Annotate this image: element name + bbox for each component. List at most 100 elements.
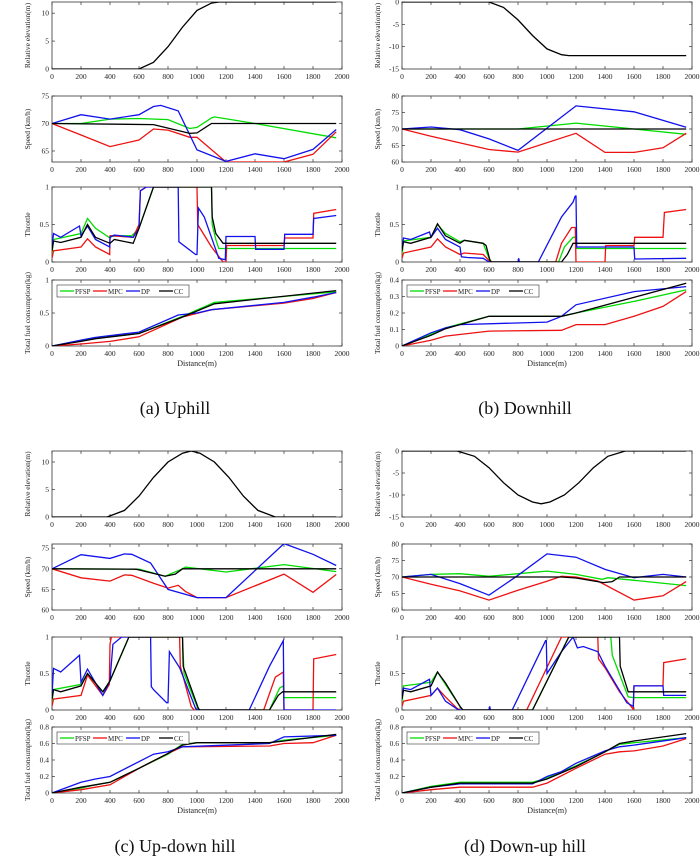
x-tick-label: 1600 (277, 165, 292, 174)
x-tick-label: 200 (425, 613, 437, 622)
x-tick-label: 400 (454, 165, 466, 174)
x-tick-label: 200 (425, 72, 437, 81)
y-tick-label: 0.4 (390, 276, 400, 285)
subplot-fuel: 0 200 400 600 800 1000 1200 1400 1600 1800 2000 0 0.… (373, 272, 700, 368)
x-tick-label: 0 (400, 349, 404, 358)
x-tick-label: 400 (454, 72, 466, 81)
y-tick-label: 0.6 (390, 739, 400, 748)
y-tick-label: 75 (392, 556, 400, 565)
x-tick-label: 1800 (306, 713, 321, 722)
x-tick-label: 600 (483, 349, 495, 358)
x-tick-label: 1400 (248, 165, 263, 174)
x-tick-label: 0 (400, 796, 404, 805)
x-tick-label: 1600 (627, 613, 642, 622)
y-tick-label: 0 (395, 706, 399, 715)
x-tick-label: 600 (483, 520, 495, 529)
x-tick-label: 1000 (190, 520, 205, 529)
x-tick-label: 1000 (190, 713, 205, 722)
x-tick-label: 1800 (306, 520, 321, 529)
x-tick-label: 2000 (335, 520, 350, 529)
x-tick-label: 600 (483, 713, 495, 722)
x-tick-label: 1000 (190, 349, 205, 358)
x-tick-label: 400 (454, 520, 466, 529)
x-tick-label: 200 (75, 520, 87, 529)
x-tick-label: 400 (454, 713, 466, 722)
legend-label-cc: CC (174, 288, 184, 296)
x-tick-label: 400 (104, 613, 116, 622)
y-tick-label: -5 (393, 469, 399, 478)
y-axis-label: Throttle (373, 661, 382, 686)
legend-label-mpc: MPC (108, 735, 123, 743)
y-tick-label: 80 (392, 92, 400, 101)
series-line-elevation (402, 451, 687, 505)
y-tick-label: -5 (393, 20, 399, 29)
y-axis-label: Total fuel consumption(kg) (373, 719, 382, 801)
x-tick-label: 0 (400, 165, 404, 174)
series-line-dp (52, 544, 337, 599)
y-tick-label: 10 (42, 458, 50, 467)
x-tick-label: 400 (454, 265, 466, 274)
x-axis-label: Distance(m) (527, 806, 567, 815)
x-tick-label: 1600 (627, 72, 642, 81)
caption-downhill: (b) Downhill (478, 398, 572, 418)
x-tick-label: 1400 (598, 520, 613, 529)
x-tick-label: 0 (400, 613, 404, 622)
x-tick-label: 2000 (685, 349, 700, 358)
y-axis-label: Speed (km/h) (373, 556, 382, 597)
y-tick-label: 1 (395, 183, 399, 192)
series-line-pfsp (402, 637, 687, 710)
y-tick-label: 0.1 (390, 325, 400, 334)
y-tick-label: 10 (42, 9, 50, 18)
y-tick-label: 0 (45, 342, 49, 351)
x-tick-label: 200 (75, 265, 87, 274)
y-tick-label: 75 (42, 544, 50, 553)
x-tick-label: 1800 (656, 796, 671, 805)
y-tick-label: 0 (45, 706, 49, 715)
y-tick-label: 1 (45, 276, 49, 285)
x-tick-label: 200 (425, 165, 437, 174)
legend-label-cc: CC (174, 735, 184, 743)
y-tick-label: 0.5 (40, 669, 50, 678)
x-tick-label: 200 (425, 349, 437, 358)
x-tick-label: 0 (400, 265, 404, 274)
series-line-mpc (402, 575, 687, 601)
x-tick-label: 200 (425, 265, 437, 274)
x-tick-label: 2000 (685, 165, 700, 174)
series-line-elevation (402, 2, 687, 57)
subplot-speed: 0 200 400 600 800 1000 1200 1400 1600 1800 2000 60 6… (373, 540, 700, 623)
y-tick-label: -10 (389, 42, 399, 51)
x-tick-label: 1200 (569, 165, 584, 174)
x-tick-label: 600 (133, 520, 145, 529)
subplot-elevation: 0 200 400 600 800 1000 1200 1400 1600 1800 2000 0 5 1… (23, 450, 350, 529)
y-tick-label: 5 (45, 485, 49, 494)
x-tick-label: 2000 (335, 265, 350, 274)
axes-frame (401, 186, 693, 263)
y-axis-label: Total fuel consumption(kg) (373, 272, 382, 354)
chart-panel-d: 0 200 400 600 800 1000 1200 1400 1600 1800 2000-15… (373, 447, 700, 816)
series-line-cc (402, 222, 687, 262)
x-tick-label: 1600 (277, 349, 292, 358)
y-axis-label: Relative elevation(m) (23, 451, 32, 517)
y-axis-label: Speed (km/h) (373, 108, 382, 149)
x-tick-label: 1800 (306, 165, 321, 174)
x-tick-label: 1000 (540, 520, 555, 529)
legend-label-dp: DP (491, 288, 500, 296)
x-tick-label: 0 (50, 165, 54, 174)
legend-label-cc: CC (524, 735, 534, 743)
x-tick-label: 1600 (627, 165, 642, 174)
x-tick-label: 0 (400, 713, 404, 722)
x-tick-label: 1600 (627, 265, 642, 274)
y-tick-label: 0.2 (390, 309, 400, 318)
series-line-cc (52, 568, 337, 577)
x-tick-label: 1800 (306, 72, 321, 81)
x-tick-label: 200 (75, 613, 87, 622)
x-tick-label: 2000 (335, 796, 350, 805)
series-line-dp (52, 104, 337, 162)
x-tick-label: 1800 (306, 613, 321, 622)
legend-box (406, 284, 540, 298)
y-tick-label: 0.2 (390, 772, 400, 781)
legend-box (56, 731, 190, 745)
x-tick-label: 1800 (656, 520, 671, 529)
series-line-mpc (52, 568, 337, 599)
x-tick-label: 0 (50, 72, 54, 81)
